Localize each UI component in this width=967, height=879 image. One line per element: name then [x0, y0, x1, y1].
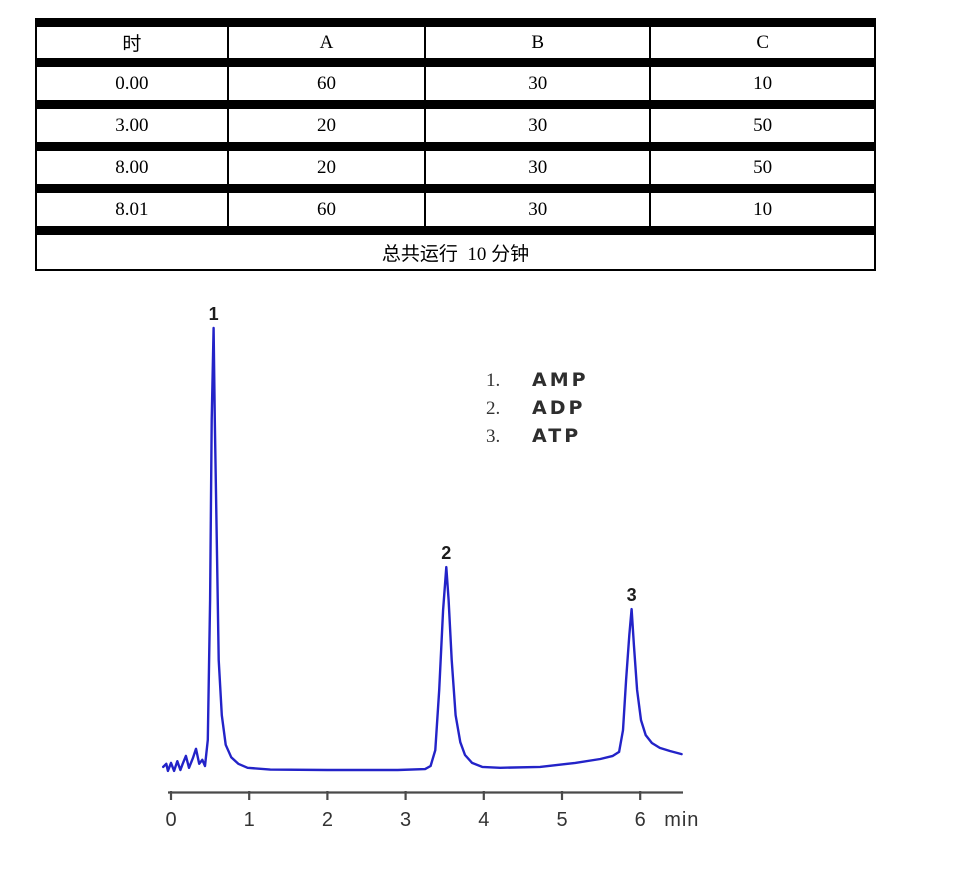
table-body: 时 A B C 0.00 60 30 10 3.00 20 30 50 8.00 20 30 50 8.01 60… — [37, 18, 874, 226]
peak-label: 3 — [627, 585, 637, 605]
legend-item-number: 2. — [486, 398, 501, 419]
table-row: 3.00 20 30 50 — [37, 100, 874, 142]
table-cell: 0.00 — [37, 67, 229, 100]
table-cell: 10 — [753, 72, 773, 94]
table-header-cell: C — [756, 31, 769, 53]
legend-item: 1. AMP — [486, 369, 589, 397]
gradient-table: 时 A B C 0.00 60 30 10 3.00 20 30 50 8.00 20 30 50 8.01 60… — [35, 18, 876, 271]
legend: 1. AMP 2. ADP 3. ATP — [486, 369, 589, 453]
table-cell: 60 — [229, 193, 427, 226]
x-tick-label: 1 — [244, 809, 255, 831]
x-tick-label: 5 — [556, 809, 567, 831]
table-cell: 50 — [753, 114, 773, 136]
legend-item-number: 3. — [486, 426, 501, 447]
x-tick-label: 0 — [165, 809, 176, 831]
table-cell: 10 — [753, 198, 773, 220]
table-cell: 8.00 — [37, 151, 229, 184]
peak-label: 2 — [441, 543, 451, 563]
peak-label: 1 — [209, 304, 219, 324]
chromatogram-trace — [162, 326, 683, 773]
table-footer-row: 总共运行 10 分钟 — [37, 226, 874, 269]
x-tick-label: 6 — [635, 809, 646, 831]
x-tick-label: 2 — [322, 809, 333, 831]
table-header-cell: 时 — [37, 27, 229, 58]
table-cell: 50 — [753, 156, 773, 178]
table-cell: 30 — [426, 193, 652, 226]
legend-item: 3. ATP — [486, 425, 589, 453]
table-header-cell: A — [229, 27, 427, 58]
table-row: 8.00 20 30 50 — [37, 142, 874, 184]
x-tick-label: 3 — [400, 809, 411, 831]
legend-item-label: ATP — [532, 425, 582, 447]
table-cell: 8.01 — [37, 193, 229, 226]
table-cell: 60 — [229, 67, 427, 100]
table-cell: 30 — [426, 67, 652, 100]
x-tick-label: 4 — [478, 809, 489, 831]
table-header-cell: B — [426, 27, 652, 58]
legend-item-label: ADP — [532, 397, 586, 419]
legend-item: 2. ADP — [486, 397, 589, 425]
table-row: 0.00 60 30 10 — [37, 58, 874, 100]
legend-item-number: 1. — [486, 370, 501, 391]
table-cell: 20 — [229, 109, 427, 142]
table-cell: 30 — [426, 151, 652, 184]
axis-unit-label: min — [664, 809, 699, 831]
table-cell: 3.00 — [37, 109, 229, 142]
table-cell: 30 — [426, 109, 652, 142]
table-footer-cell: 总共运行 10 分钟 — [381, 243, 530, 265]
table-row: 8.01 60 30 10 — [37, 184, 874, 226]
table-cell: 20 — [229, 151, 427, 184]
legend-item-label: AMP — [532, 369, 589, 391]
